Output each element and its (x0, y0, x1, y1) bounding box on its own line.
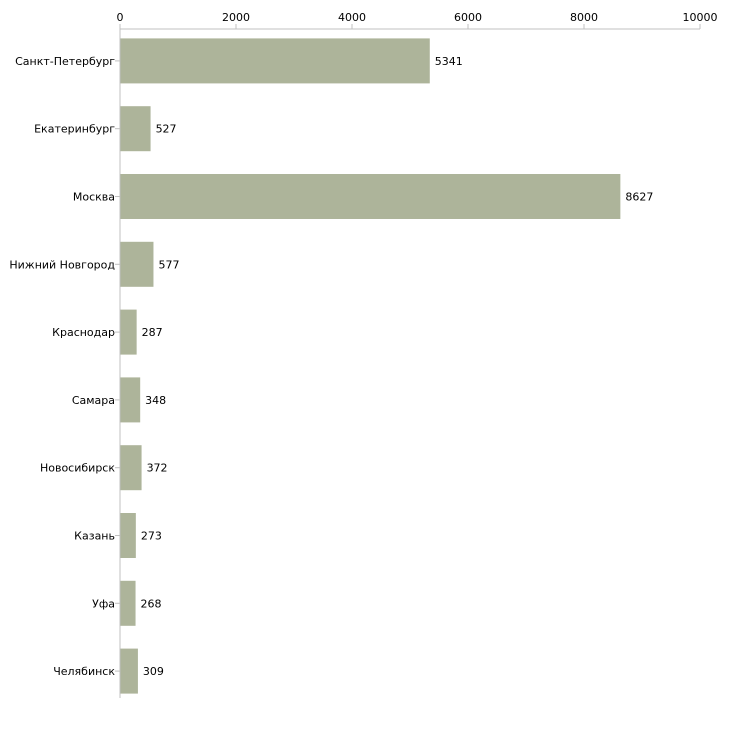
category-label: Москва (73, 191, 115, 204)
bar (120, 241, 154, 287)
x-tick-label: 2000 (222, 11, 250, 24)
bar (120, 38, 430, 84)
x-tick-label: 0 (117, 11, 124, 24)
category-label: Краснодар (52, 326, 115, 339)
category-label: Екатеринбург (34, 123, 115, 136)
category-label: Самара (72, 394, 115, 407)
value-label: 577 (158, 258, 179, 271)
x-tick-label: 4000 (338, 11, 366, 24)
bar (120, 309, 137, 355)
bar (120, 377, 141, 423)
bar (120, 106, 151, 152)
category-label: Новосибирск (40, 462, 115, 475)
bars-group (120, 38, 621, 694)
value-label: 309 (143, 665, 164, 678)
x-tick-label: 6000 (454, 11, 482, 24)
bar (120, 174, 621, 219)
category-label: Челябинск (53, 665, 115, 678)
value-label: 287 (142, 326, 163, 339)
category-label: Санкт-Петербург (15, 55, 115, 68)
x-tick-label: 8000 (570, 11, 598, 24)
category-label: Казань (74, 530, 115, 543)
value-label: 348 (145, 394, 166, 407)
y-axis (115, 29, 121, 698)
value-label: 527 (156, 123, 177, 136)
bar (120, 580, 136, 626)
category-label: Нижний Новгород (9, 258, 115, 271)
bar (120, 513, 136, 558)
value-label: 372 (147, 462, 168, 475)
value-label: 268 (141, 597, 162, 610)
value-label: 5341 (435, 55, 463, 68)
bar (120, 648, 138, 694)
x-tick-label: 10000 (683, 11, 718, 24)
bar (120, 445, 142, 491)
category-label: Уфа (92, 597, 115, 610)
value-label: 8627 (625, 191, 653, 204)
value-label: 273 (141, 530, 162, 543)
x-axis: 0 2000 4000 6000 8000 10000 (117, 11, 718, 30)
labels-group: Санкт-Петербург 5341 Екатеринбург 527 Москва… (9, 55, 653, 678)
